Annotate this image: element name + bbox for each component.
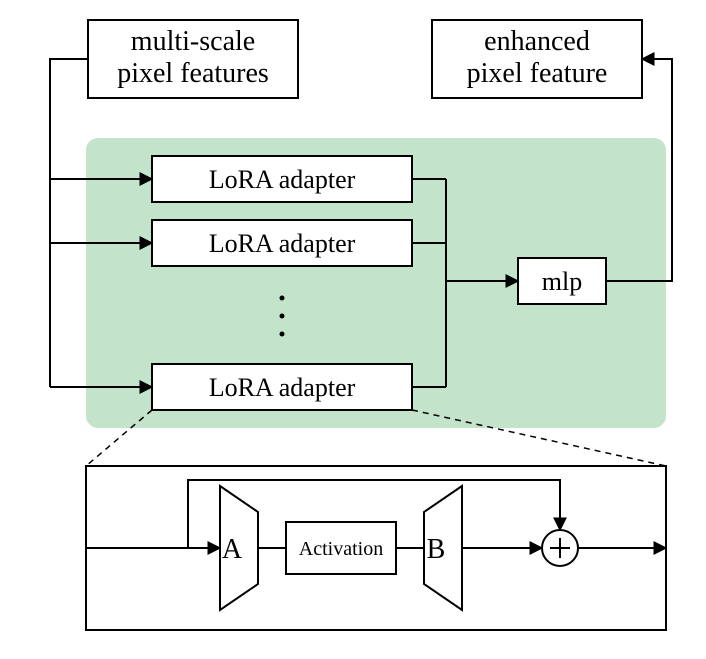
svg-text:LoRA adapter: LoRA adapter <box>209 373 356 402</box>
ellipsis-dot <box>280 332 285 337</box>
svg-text:multi-scale: multi-scale <box>131 26 255 57</box>
svg-text:pixel feature: pixel feature <box>467 58 608 89</box>
svg-text:LoRA adapter: LoRA adapter <box>209 229 356 258</box>
svg-text:B: B <box>427 534 446 565</box>
svg-text:Activation: Activation <box>299 538 383 560</box>
svg-text:A: A <box>222 534 243 565</box>
svg-text:mlp: mlp <box>542 267 582 296</box>
svg-text:LoRA adapter: LoRA adapter <box>209 165 356 194</box>
ellipsis-dot <box>280 314 285 319</box>
svg-text:enhanced: enhanced <box>484 26 590 57</box>
ellipsis-dot <box>280 296 285 301</box>
svg-text:pixel features: pixel features <box>117 58 269 89</box>
